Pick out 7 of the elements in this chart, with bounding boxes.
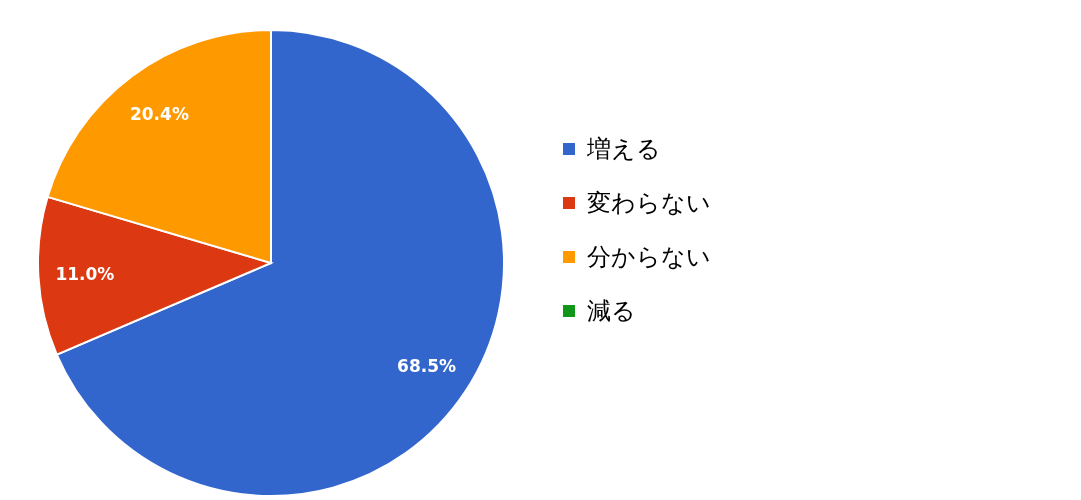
data-label: 11.0%	[55, 263, 115, 284]
legend-label: 増える	[587, 134, 661, 165]
legend-label: 分からない	[587, 242, 711, 273]
data-label: 68.5%	[397, 355, 457, 376]
legend-label: 減る	[587, 296, 636, 327]
legend-label: 変わらない	[587, 188, 711, 219]
data-label: 20.4%	[129, 103, 189, 124]
